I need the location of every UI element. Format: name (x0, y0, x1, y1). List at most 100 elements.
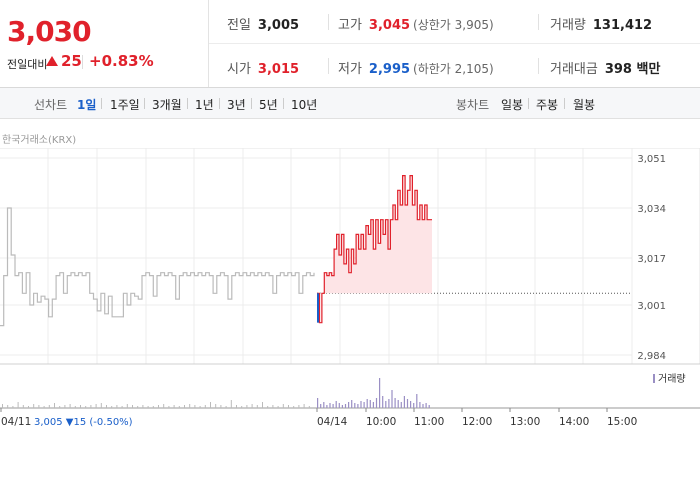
tab-daily[interactable]: 일봉 (501, 98, 524, 112)
stat-divider (538, 14, 539, 30)
x-tick-label: 11:00 (414, 416, 444, 428)
volume-bar (348, 402, 350, 408)
volume-bar (354, 403, 356, 408)
up-triangle-icon (46, 56, 58, 66)
volume-bar (332, 404, 334, 408)
volume-bar (85, 406, 87, 408)
volume-bar (147, 406, 149, 408)
volume-bar (111, 406, 113, 408)
volume-bar (293, 406, 295, 408)
chart-grid (0, 148, 700, 364)
volume-bar (425, 403, 427, 408)
volume-bar (288, 405, 289, 408)
volume-bar (246, 405, 248, 408)
volume-bar (163, 404, 165, 408)
volume-bar (385, 401, 387, 408)
volume-bar (413, 403, 415, 408)
volume-bar (59, 406, 61, 408)
tab-1-year[interactable]: 1년 (195, 98, 214, 112)
volume-bar (341, 405, 343, 408)
volume-bar (33, 404, 35, 408)
tab-3-years[interactable]: 3년 (227, 98, 246, 112)
volume-bar (379, 378, 381, 408)
exchange-label: 한국거래소(KRX) (2, 135, 77, 146)
volume-bar (360, 401, 362, 408)
x-tick-label: 04/14 (317, 416, 348, 428)
x-tick-label: 12:00 (462, 416, 492, 428)
volume-bar (38, 405, 40, 408)
volume-bar (7, 405, 9, 408)
volume-bar (80, 405, 81, 408)
volume-bar (54, 403, 55, 408)
volume-bar (178, 406, 180, 408)
volume-bar (241, 406, 243, 408)
volume-bar (74, 406, 76, 408)
volume-bar (189, 404, 191, 408)
stat-value: 131,412 (592, 18, 653, 33)
stat-value: 2,995 (368, 62, 411, 77)
volume-bar (256, 405, 258, 408)
stat-open: 시가 3,015 (227, 58, 299, 77)
series-today-line (317, 175, 432, 324)
volume-bar (173, 405, 175, 408)
volume-bar (323, 402, 325, 408)
volume-bar (126, 404, 128, 408)
y-tick-label: 2,984 (637, 351, 666, 362)
tab-1-day[interactable]: 1일 (77, 98, 97, 112)
y-tick-label: 3,001 (637, 301, 666, 312)
change-rate: +0.83% (89, 52, 154, 70)
volume-bar (282, 404, 284, 408)
volume-bar (236, 405, 237, 408)
chart-lines (0, 175, 432, 327)
y-tick-label: 3,017 (637, 254, 666, 265)
stat-label: 고가 (338, 18, 362, 33)
volume-bar (90, 405, 92, 408)
y-tick-label: 3,051 (637, 154, 666, 165)
volume-bar (28, 406, 29, 408)
volume-bar (199, 406, 201, 408)
volume-bar (366, 399, 368, 408)
volume-bar (194, 405, 196, 408)
volume-bar (298, 405, 300, 408)
volume-bar (382, 396, 384, 408)
tab-5-years[interactable]: 5년 (259, 98, 278, 112)
tab-divider (251, 98, 252, 109)
stat-label: 시가 (227, 62, 251, 77)
stat-value: 398 백만 (604, 62, 661, 77)
stats-divider (209, 43, 700, 44)
x-axis: 04/11 04/14 10:00 11:00 12:00 13:00 14:00 15:00… (0, 408, 637, 428)
volume-bar (95, 404, 97, 408)
volume-bar (406, 399, 409, 408)
volume-bar (225, 406, 227, 408)
volume-bar (363, 402, 365, 408)
quote-header: 3,030 전일대비 25 +0.83% 전일 3,005 고가 3,045 (상한가… (0, 0, 700, 88)
volume-bar (357, 404, 359, 408)
tab-3-months[interactable]: 3개월 (152, 98, 182, 112)
volume-bar (106, 405, 107, 408)
volume-bar (335, 401, 337, 408)
volume-bar (215, 404, 217, 408)
volume-bar (422, 404, 424, 408)
volume-bar (158, 405, 159, 408)
volume-bar (204, 405, 206, 408)
volume-bar (351, 400, 353, 408)
tab-weekly[interactable]: 주봉 (536, 98, 559, 112)
volume-bar (388, 399, 390, 408)
volume-bar (326, 405, 328, 408)
tab-10-years[interactable]: 10년 (291, 98, 318, 112)
x-tick-label: 15:00 (607, 416, 637, 428)
tab-1-week[interactable]: 1주일 (110, 98, 140, 112)
price-chart: 3,051 3,034 3,017 3,001 2,984 거래량 04/11 04/14… (0, 148, 700, 428)
volume-bar (132, 405, 133, 408)
stat-label: 거래량 (550, 18, 586, 33)
volume-bar (344, 404, 347, 408)
volume-bar (372, 402, 374, 408)
stat-divider (328, 58, 329, 74)
volume-legend-swatch (653, 374, 655, 383)
stat-low: 저가 2,995 (하한가 2,105) (338, 58, 494, 77)
x-tick-label: 10:00 (366, 416, 396, 428)
y-tick-label: 3,034 (637, 204, 666, 215)
tab-monthly[interactable]: 월봉 (573, 98, 596, 112)
volume-bar (391, 390, 393, 408)
chart-background (0, 148, 700, 364)
